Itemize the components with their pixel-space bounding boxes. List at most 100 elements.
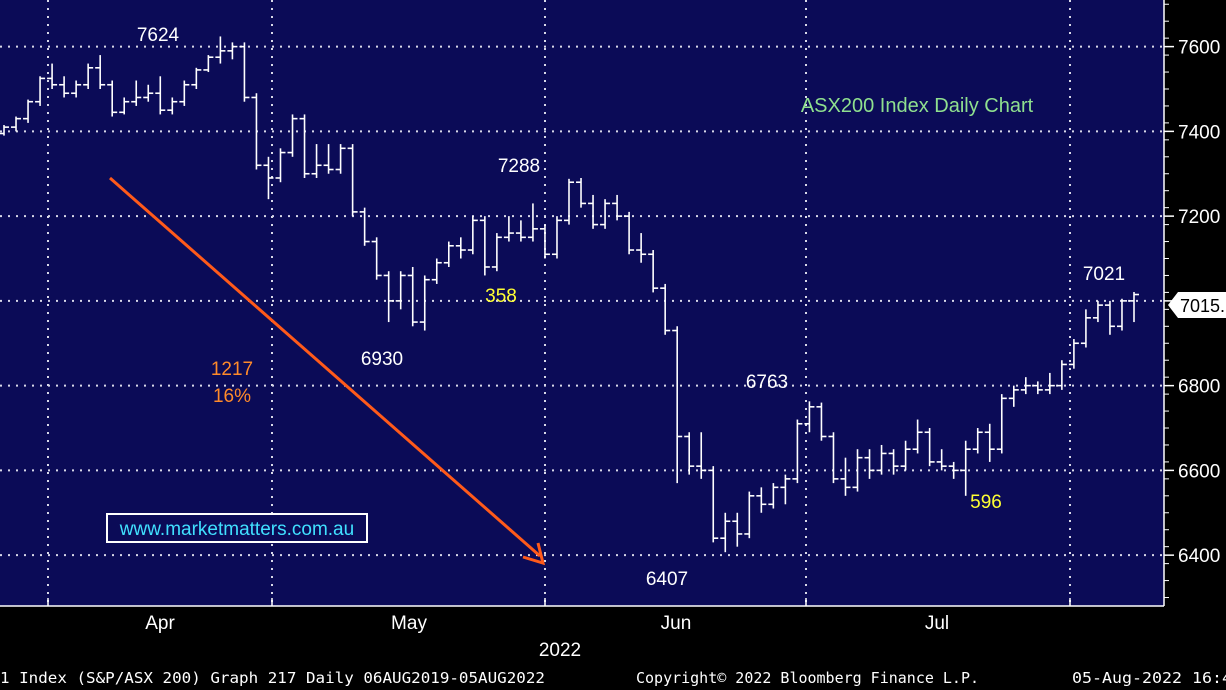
ohlc-bar [612, 194, 623, 221]
ohlc-bar [600, 199, 611, 229]
annotation-bounce-358: 358 [485, 286, 517, 307]
y-tick-label: 6800 [1178, 377, 1220, 398]
ohlc-bar [59, 76, 70, 98]
ohlc-bar [864, 449, 875, 479]
ohlc-bar [888, 449, 899, 475]
ohlc-bar [996, 394, 1007, 454]
ohlc-bar [11, 116, 22, 132]
ohlc-bar [119, 97, 130, 115]
annotation-6930: 6930 [361, 349, 403, 370]
ohlc-bar [263, 156, 274, 200]
ohlc-bar [840, 457, 851, 496]
ohlc-bar [479, 216, 490, 276]
y-tick-label: 6600 [1178, 461, 1220, 482]
ohlc-bar [648, 250, 659, 293]
ohlc-bar [660, 283, 671, 335]
ohlc-bar [588, 194, 599, 229]
price-bars [0, 36, 1139, 553]
annotation-drop-percent: 16% [213, 386, 251, 407]
ohlc-bar [371, 237, 382, 280]
annotation-7021: 7021 [1083, 264, 1125, 285]
ohlc-bar [551, 216, 562, 259]
ohlc-bar [155, 76, 166, 115]
annotation-6763: 6763 [746, 372, 788, 393]
ohlc-bar [191, 67, 202, 89]
ohlc-bar [972, 428, 983, 454]
ohlc-bar [804, 401, 815, 433]
ohlc-bar [215, 36, 226, 64]
ohlc-bar [768, 483, 779, 509]
ohlc-bar [1020, 377, 1031, 395]
ohlc-bar [732, 512, 743, 547]
footer-copyright: Copyright© 2022 Bloomberg Finance L.P. [636, 669, 979, 687]
ohlc-bar [83, 63, 94, 89]
ohlc-bar [984, 423, 995, 462]
x-month-label: Jun [661, 613, 692, 634]
ohlc-bar [299, 114, 310, 178]
ohlc-bar [35, 76, 46, 106]
x-month-label: Apr [145, 613, 175, 634]
ohlc-bar [239, 42, 250, 102]
ohlc-bar [1104, 300, 1115, 335]
ohlc-bar [564, 178, 574, 225]
annotation-rally-596: 596 [970, 492, 1002, 513]
ohlc-bar [1032, 381, 1043, 395]
last-price-marker: 7015. [1168, 292, 1226, 318]
ohlc-bar [419, 275, 430, 331]
ohlc-bar [696, 432, 707, 479]
ohlc-bar [131, 80, 142, 106]
ohlc-bar [395, 271, 406, 310]
ohlc-bar [624, 211, 635, 255]
ohlc-bar [179, 80, 190, 106]
ohlc-bar [107, 80, 118, 117]
year-label: 2022 [539, 640, 581, 661]
chart-title: ASX200 Index Daily Chart [801, 95, 1034, 117]
ohlc-bar [900, 440, 911, 471]
ohlc-bar [1129, 291, 1139, 323]
ohlc-bar [1116, 298, 1127, 331]
ohlc-bar [672, 326, 683, 484]
ohlc-bar [95, 55, 106, 89]
x-month-label: Jul [925, 613, 949, 634]
ohlc-bar [431, 258, 442, 284]
ohlc-bar [203, 55, 214, 73]
ohlc-bar [359, 207, 370, 246]
y-tick-label: 7400 [1178, 122, 1220, 143]
ohlc-bar [936, 449, 947, 471]
website-watermark: www.marketmatters.com.au [106, 513, 368, 543]
ohlc-bar [0, 125, 9, 136]
ohlc-bar [503, 216, 514, 242]
ohlc-bar [1056, 360, 1067, 390]
annotation-drop-points: 1217 [211, 359, 253, 380]
ohlc-bar [1080, 309, 1091, 348]
ohlc-bar [852, 449, 863, 492]
ohlc-bar [1044, 372, 1055, 395]
footer-security-info: 1 Index (S&P/ASX 200) Graph 217 Daily 06… [0, 669, 545, 687]
ohlc-bar [1092, 300, 1103, 323]
ohlc-bar [23, 99, 34, 123]
plot-background [0, 0, 1164, 606]
ohlc-bar [227, 42, 238, 60]
ohlc-bar [467, 216, 478, 255]
ohlc-bar [924, 428, 935, 467]
footer-timestamp: 05-Aug-2022 16:4 [1072, 669, 1226, 687]
ohlc-bar [491, 233, 502, 272]
ohlc-bar [311, 144, 322, 178]
ohlc-bar [960, 440, 971, 496]
watermark-text: www.marketmatters.com.au [119, 519, 354, 540]
y-tick-label: 6400 [1178, 546, 1220, 567]
downtrend-arrow [109, 176, 546, 566]
ohlc-bar [167, 97, 178, 115]
annotation-7624: 7624 [137, 25, 180, 46]
ohlc-bar [828, 432, 839, 484]
grid-lines [0, 0, 1164, 606]
ohlc-bar [323, 144, 334, 174]
ohlc-bar [443, 241, 454, 267]
ohlc-bar [407, 266, 418, 327]
ohlc-bar [744, 491, 755, 539]
ohlc-bar [792, 419, 803, 484]
ohlc-bar [912, 419, 923, 454]
ohlc-bar [143, 84, 154, 102]
ohlc-bar [347, 144, 358, 217]
